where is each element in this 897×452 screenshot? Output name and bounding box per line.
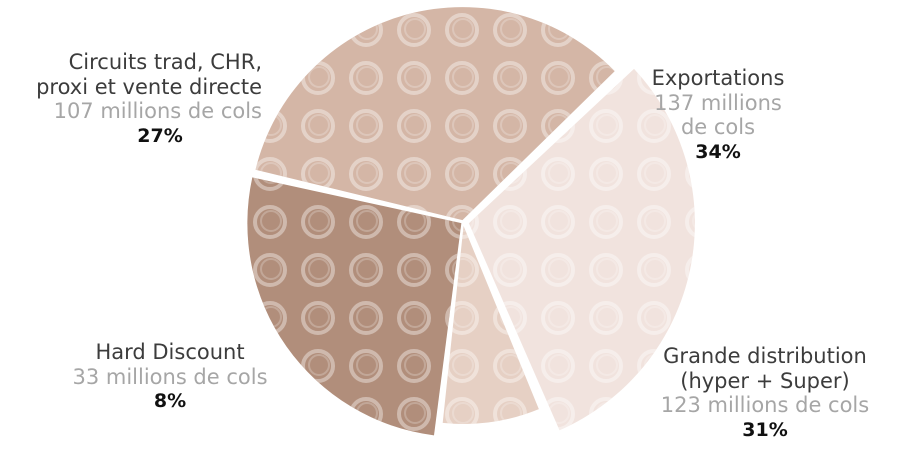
- label-exportations-name: Exportations: [651, 66, 785, 90]
- label-grande-distribution: Grande distribution (hyper + Super) 123 …: [630, 344, 897, 442]
- label-exportations: Exportations 137 millions de cols 34%: [598, 66, 838, 164]
- label-exportations-volume: 137 millions: [654, 90, 782, 115]
- label-hard-discount-volume: 33 millions de cols: [72, 364, 268, 389]
- label-exportations-unit: de cols: [680, 115, 756, 139]
- label-circuits-trad: Circuits trad, CHR, proxi et vente direc…: [0, 50, 262, 148]
- label-grande-distribution-name: Grande distribution: [663, 344, 867, 368]
- label-grande-distribution-volume: 123 millions de cols: [660, 393, 870, 417]
- pie-slice-texture-hd: [442, 225, 539, 424]
- pie-slice-texture-gd: [468, 68, 695, 431]
- label-hard-discount: Hard Discount 33 millions de cols 8%: [40, 340, 300, 414]
- label-hard-discount-percent: 8%: [153, 390, 187, 412]
- label-grande-distribution-detail: (hyper + Super): [680, 368, 850, 393]
- label-circuits-trad-detail: proxi et vente directe: [36, 74, 262, 99]
- label-circuits-trad-name: Circuits trad, CHR,: [68, 50, 262, 74]
- label-exportations-percent: 34%: [695, 140, 741, 163]
- label-circuits-trad-volume: 107 millions de cols: [53, 99, 262, 123]
- label-grande-distribution-percent: 31%: [742, 418, 788, 441]
- label-circuits-trad-percent: 27%: [137, 124, 183, 147]
- pie-slice-texture-exp: [255, 7, 615, 221]
- label-hard-discount-name: Hard Discount: [95, 340, 245, 364]
- pie-slice-texture-circ: [247, 177, 462, 436]
